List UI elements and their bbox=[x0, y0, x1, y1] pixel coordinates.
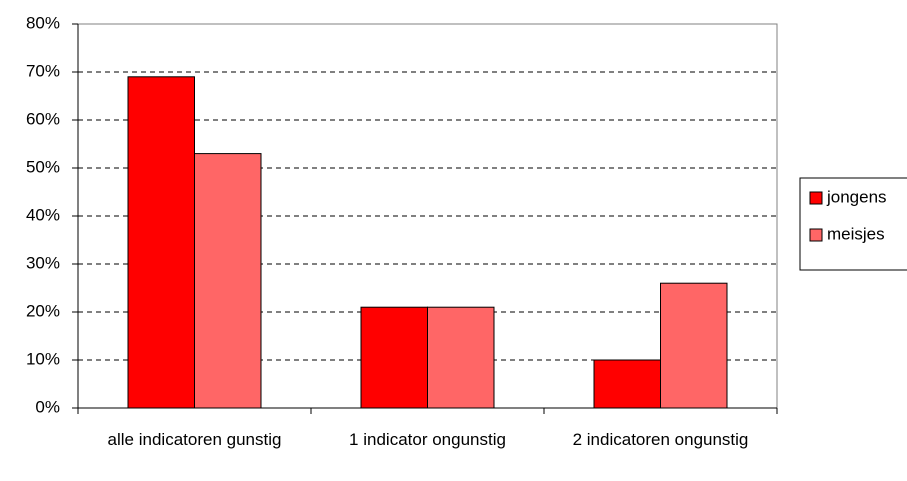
bar bbox=[427, 306, 495, 409]
x-tick-label: 1 indicator ongunstig bbox=[349, 430, 506, 449]
bar bbox=[660, 282, 728, 409]
x-tick-label: alle indicatoren gunstig bbox=[107, 430, 282, 449]
legend-swatch bbox=[809, 228, 823, 242]
y-tick-label: 50% bbox=[26, 157, 60, 176]
y-tick-label: 0% bbox=[35, 397, 60, 416]
y-tick-label: 30% bbox=[26, 253, 60, 272]
x-tick-label: 2 indicatoren ongunstig bbox=[572, 430, 749, 449]
y-tick-label: 70% bbox=[26, 61, 60, 80]
y-tick-label: 60% bbox=[26, 109, 60, 128]
y-tick-label: 80% bbox=[26, 13, 60, 32]
bar bbox=[360, 306, 428, 409]
legend-swatch bbox=[809, 191, 823, 205]
bar bbox=[127, 76, 195, 409]
bar bbox=[194, 153, 262, 409]
y-tick-label: 10% bbox=[26, 349, 60, 368]
bar bbox=[593, 359, 661, 409]
legend-label: jongens bbox=[826, 187, 887, 206]
legend-label: meisjes bbox=[827, 224, 885, 243]
y-tick-label: 20% bbox=[26, 301, 60, 320]
y-tick-label: 40% bbox=[26, 205, 60, 224]
